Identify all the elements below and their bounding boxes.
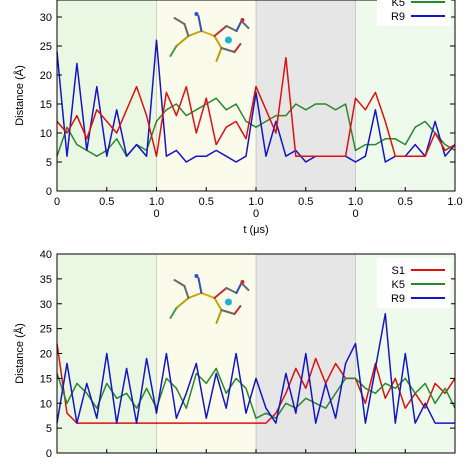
y-tick-label: 35 [40, 274, 52, 286]
molecule-bond [197, 277, 203, 294]
y-tick-label: 20 [40, 349, 52, 361]
molecule-atom [194, 12, 199, 16]
x-tick-label: 1.0 [248, 196, 263, 208]
molecule-bond [169, 45, 178, 57]
molecule-bond [213, 25, 228, 37]
y-tick-label: 15 [40, 373, 52, 385]
x-tick-label: 0.5 [199, 196, 214, 208]
y-tick-label: 5 [46, 423, 52, 435]
x-axis-label: t (μs) [243, 224, 268, 236]
molecule-atom [194, 274, 199, 278]
molecule-bond [175, 35, 190, 47]
x-tick-label: 0.5 [99, 196, 114, 208]
y-tick-label: 25 [40, 324, 52, 336]
legend-box [377, 0, 451, 26]
x-tick-label: 0 [54, 196, 60, 208]
molecule-bond [240, 20, 250, 29]
x-tick-label: 0 [153, 208, 159, 220]
molecule-bond [169, 307, 178, 319]
legend-label-r9: R9 [391, 11, 405, 23]
segment-shading [57, 0, 157, 191]
y-tick-label: 30 [40, 299, 52, 311]
molecule-bond [213, 287, 228, 299]
legend-label-r9: R9 [391, 293, 405, 305]
molecule-bond [225, 25, 238, 32]
series-line-s1 [56, 343, 456, 424]
series-line-r9 [56, 312, 455, 424]
x-tick-label: 1.0 [348, 196, 363, 208]
molecule-bond [233, 305, 242, 315]
y-axis-label: Distance (Å) [13, 323, 26, 384]
molecule-bond [213, 35, 223, 49]
molecule-inset-image [169, 274, 250, 324]
y-tick-label: 15 [40, 99, 52, 111]
molecule-bond [215, 47, 223, 62]
legend-label-k5: K5 [392, 279, 405, 291]
x-tick-label: 0 [253, 208, 259, 220]
molecule-bond [175, 297, 190, 309]
molecule-bond [235, 282, 243, 294]
y-tick-label: 30 [40, 12, 52, 24]
y-tick-label: 5 [46, 157, 52, 169]
molecule-bond [197, 15, 203, 32]
molecule-bond [183, 285, 190, 299]
molecule-bond [183, 23, 190, 37]
x-tick-label: 1.0 [447, 196, 462, 208]
y-tick-label: 10 [40, 128, 52, 140]
y-tick-label: 10 [40, 398, 52, 410]
x-tick-label: 0 [352, 208, 358, 220]
molecule-bond [173, 17, 186, 25]
molecule-bond [213, 297, 223, 311]
legend-label-s1: S1 [392, 265, 405, 277]
segment-shading [256, 0, 356, 191]
segment-shading [156, 0, 256, 191]
x-tick-label: 1.0 [149, 196, 164, 208]
molecule-inset-image [169, 12, 250, 62]
series-line-r9 [56, 39, 456, 163]
y-tick-label: 25 [40, 41, 52, 53]
molecule-bond [220, 47, 236, 53]
molecule-atom [224, 36, 232, 44]
molecule-bond [187, 292, 203, 299]
molecule-bond [225, 287, 238, 294]
x-tick-label: 0.5 [398, 196, 413, 208]
x-tick-label: 0.5 [298, 196, 313, 208]
series-line-k5 [56, 367, 456, 419]
molecule-bond [240, 282, 250, 291]
y-tick-label: 40 [40, 249, 52, 261]
molecule-bond [233, 43, 242, 53]
legend-label-k5: K5 [392, 0, 405, 9]
y-tick-label: 0 [46, 448, 52, 460]
y-tick-label: 0 [46, 186, 52, 198]
series-line-series-2 [56, 56, 456, 157]
molecule-bond [215, 309, 223, 324]
molecule-atom [240, 280, 245, 284]
series-line-k5 [56, 97, 456, 157]
molecule-bond [200, 292, 216, 299]
segment-shading [355, 0, 455, 191]
y-tick-label: 20 [40, 70, 52, 82]
molecule-bond [187, 30, 203, 37]
molecule-atom [240, 18, 245, 22]
molecule-bond [200, 30, 216, 37]
molecule-bond [173, 279, 186, 287]
molecule-bond [220, 309, 236, 315]
bottom-panel: 0 5 10 15 20 25 30 35 40 Distance (Å) S1 K5 R9 [13, 249, 456, 460]
molecule-atom [224, 298, 232, 306]
molecule-bond [235, 20, 243, 32]
y-axis-label: Distance (Å) [13, 65, 26, 126]
